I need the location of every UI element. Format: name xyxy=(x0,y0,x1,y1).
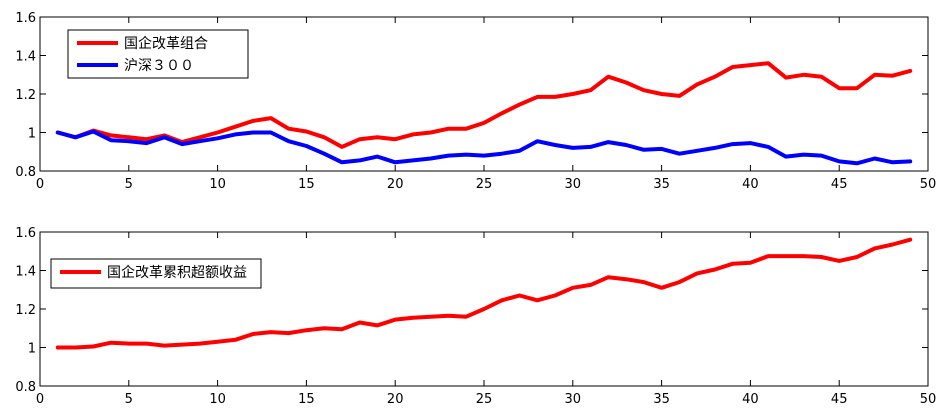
panel-2-x-tick-label: 45 xyxy=(831,392,848,407)
panel-1-x-tick-label: 5 xyxy=(125,177,133,192)
panel-2-y-tick-label: 1 xyxy=(28,342,36,357)
panel-2-legend-label-1: 国企改革累积超额收益 xyxy=(107,264,247,281)
panel-2-x-tick-label: 15 xyxy=(298,392,315,407)
panel-2-series-1-line xyxy=(55,237,913,350)
panel-1-y-tick-label: 1.4 xyxy=(15,50,36,65)
panel-2-x-tick-label: 20 xyxy=(387,392,404,407)
panel-1-x-tick-label: 10 xyxy=(209,177,226,192)
panel-1-legend-box xyxy=(67,29,249,79)
panel-1-y-tick-label: 0.8 xyxy=(15,165,36,180)
panel-1-y-tick-label: 1 xyxy=(28,127,36,142)
panel-1-legend-label-2: 沪深３００ xyxy=(124,58,194,74)
panel-1-x-tick-label: 30 xyxy=(565,177,582,192)
panel-1-series-1-line xyxy=(55,61,913,149)
panel-1-x-tick-label: 20 xyxy=(387,177,404,192)
panel-2-x-tick-label: 40 xyxy=(742,392,759,407)
panel-1-x-tick-label: 15 xyxy=(298,177,315,192)
panel-1-y-tick-label: 1.2 xyxy=(15,88,36,103)
panel-2-x-tick-label: 35 xyxy=(653,392,670,407)
panel-2-y-tick-label: 1.2 xyxy=(15,303,36,318)
panel-2-x-tick-label: 10 xyxy=(209,392,226,407)
panel-2-x-tick-label: 0 xyxy=(36,392,44,407)
panel-1-series-2-line xyxy=(55,129,913,166)
panel-1-x-tick-label: 35 xyxy=(653,177,670,192)
panel-1-x-tick-label: 45 xyxy=(831,177,848,192)
panel-2-y-tick-label: 1.6 xyxy=(15,226,36,241)
panel-1-y-tick-label: 1.6 xyxy=(15,11,36,26)
panel-1-x-tick-label: 50 xyxy=(920,177,937,192)
panel-2-x-tick-label: 30 xyxy=(565,392,582,407)
panel-2-y-tick-label: 1.4 xyxy=(15,265,36,280)
panel-2-y-tick-label: 0.8 xyxy=(15,380,36,395)
panel-1-x-tick-label: 0 xyxy=(36,177,44,192)
panel-2-x-tick-label: 5 xyxy=(125,392,133,407)
panel-1-x-tick-label: 40 xyxy=(742,177,759,192)
panel-2-x-tick-label: 50 xyxy=(920,392,937,407)
panel-1-x-tick-label: 25 xyxy=(476,177,493,192)
panel-2-x-tick-label: 25 xyxy=(476,392,493,407)
panel-1-legend-label-1: 国企改革组合 xyxy=(124,35,208,52)
